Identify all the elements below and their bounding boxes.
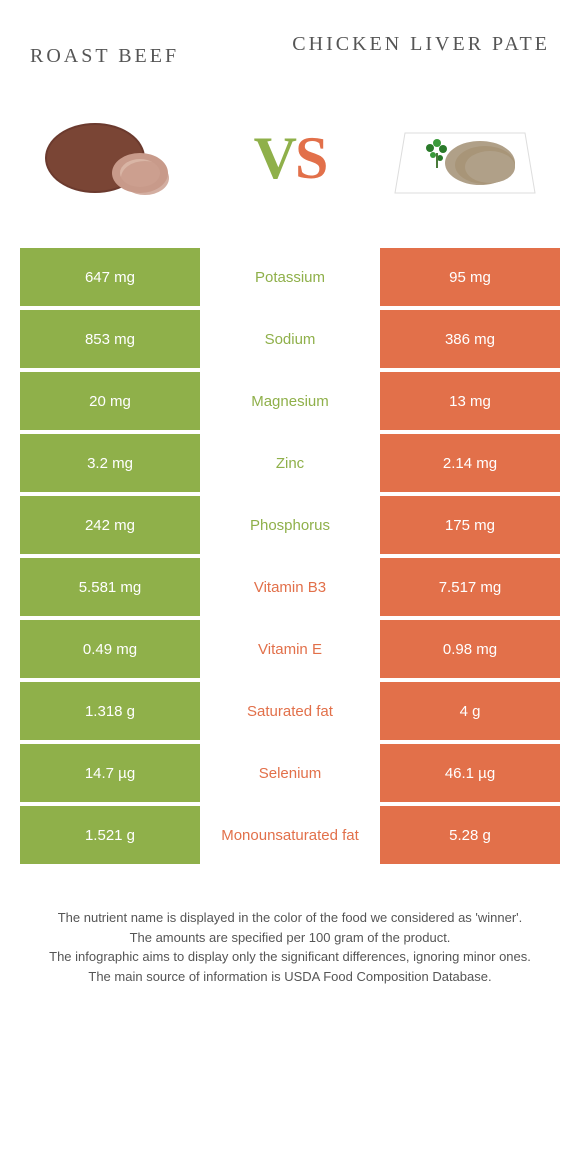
- nutrient-name: Phosphorus: [200, 496, 380, 554]
- nutrient-name: Potassium: [200, 248, 380, 306]
- right-value: 386 mg: [380, 310, 560, 368]
- table-row: 20 mg Magnesium 13 mg: [20, 372, 560, 430]
- right-value: 7.517 mg: [380, 558, 560, 616]
- left-value: 0.49 mg: [20, 620, 200, 678]
- right-value: 0.98 mg: [380, 620, 560, 678]
- nutrient-name: Monounsaturated fat: [200, 806, 380, 864]
- left-value: 242 mg: [20, 496, 200, 554]
- table-row: 3.2 mg Zinc 2.14 mg: [20, 434, 560, 492]
- footer-line: The nutrient name is displayed in the co…: [30, 908, 550, 928]
- table-row: 647 mg Potassium 95 mg: [20, 248, 560, 306]
- vs-label: VS: [254, 124, 327, 193]
- nutrient-name: Zinc: [200, 434, 380, 492]
- nutrient-name: Sodium: [200, 310, 380, 368]
- vs-s: S: [295, 125, 326, 191]
- pate-image: [380, 98, 550, 218]
- left-value: 853 mg: [20, 310, 200, 368]
- nutrient-name: Vitamin E: [200, 620, 380, 678]
- table-row: 5.581 mg Vitamin B3 7.517 mg: [20, 558, 560, 616]
- left-value: 14.7 µg: [20, 744, 200, 802]
- title-right: Chicken Liver Pate: [290, 30, 550, 58]
- right-value: 175 mg: [380, 496, 560, 554]
- left-value: 1.318 g: [20, 682, 200, 740]
- images-row: VS: [0, 88, 580, 248]
- table-row: 1.318 g Saturated fat 4 g: [20, 682, 560, 740]
- left-value: 5.581 mg: [20, 558, 200, 616]
- footer: The nutrient name is displayed in the co…: [0, 868, 580, 1006]
- right-value: 2.14 mg: [380, 434, 560, 492]
- vs-v: V: [254, 125, 295, 191]
- footer-line: The amounts are specified per 100 gram o…: [30, 928, 550, 948]
- table-row: 14.7 µg Selenium 46.1 µg: [20, 744, 560, 802]
- left-value: 20 mg: [20, 372, 200, 430]
- nutrient-name: Saturated fat: [200, 682, 380, 740]
- left-value: 3.2 mg: [20, 434, 200, 492]
- left-value: 1.521 g: [20, 806, 200, 864]
- nutrient-name: Selenium: [200, 744, 380, 802]
- table-row: 0.49 mg Vitamin E 0.98 mg: [20, 620, 560, 678]
- nutrient-table: 647 mg Potassium 95 mg 853 mg Sodium 386…: [20, 248, 560, 864]
- title-left: Roast Beef: [30, 30, 290, 68]
- roast-beef-image: [30, 98, 200, 218]
- right-value: 46.1 µg: [380, 744, 560, 802]
- nutrient-name: Vitamin B3: [200, 558, 380, 616]
- footer-line: The main source of information is USDA F…: [30, 967, 550, 987]
- right-value: 95 mg: [380, 248, 560, 306]
- footer-line: The infographic aims to display only the…: [30, 947, 550, 967]
- table-row: 242 mg Phosphorus 175 mg: [20, 496, 560, 554]
- nutrient-name: Magnesium: [200, 372, 380, 430]
- right-value: 4 g: [380, 682, 560, 740]
- table-row: 853 mg Sodium 386 mg: [20, 310, 560, 368]
- right-value: 5.28 g: [380, 806, 560, 864]
- left-value: 647 mg: [20, 248, 200, 306]
- right-value: 13 mg: [380, 372, 560, 430]
- header: Roast Beef Chicken Liver Pate: [0, 0, 580, 88]
- table-row: 1.521 g Monounsaturated fat 5.28 g: [20, 806, 560, 864]
